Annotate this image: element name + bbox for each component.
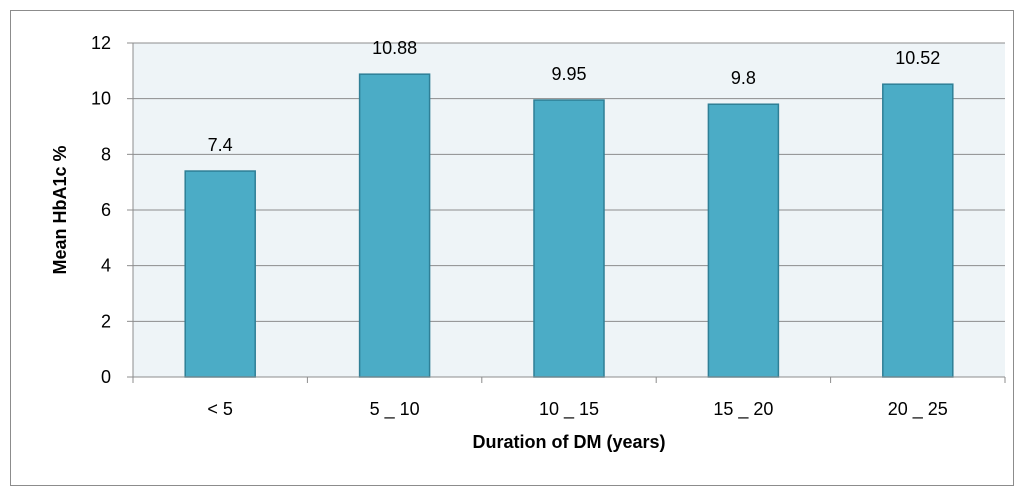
data-label: 10.52 [895, 48, 940, 68]
y-tick-label: 6 [101, 200, 111, 220]
y-tick-label: 8 [101, 144, 111, 164]
bar [882, 83, 954, 378]
bar [533, 99, 605, 378]
y-tick-label: 2 [101, 311, 111, 331]
y-tick-label: 12 [91, 33, 111, 53]
y-tick-label: 10 [91, 89, 111, 109]
y-tick-label: 0 [101, 367, 111, 387]
x-tick-label: 15 _ 20 [713, 399, 773, 420]
data-label: 9.95 [551, 64, 586, 84]
x-axis-title: Duration of DM (years) [472, 432, 665, 452]
x-tick-label: 20 _ 25 [888, 399, 948, 420]
axes [132, 43, 1006, 383]
data-label: 10.88 [372, 38, 417, 58]
data-label: 7.4 [208, 135, 233, 155]
data-labels: 7.4 10.88 9.95 9.8 10.52 [208, 38, 941, 155]
x-tick-label: 5 _ 10 [370, 399, 420, 420]
bars [184, 73, 954, 378]
data-label: 9.8 [731, 68, 756, 88]
y-axis-title: Mean HbA1c % [50, 145, 70, 274]
x-tick-label: 10 _ 15 [539, 399, 599, 420]
bar [358, 73, 431, 378]
y-tick-label: 4 [101, 256, 111, 276]
bar [184, 170, 256, 378]
bar [707, 103, 780, 378]
x-tick-labels: < 5 5 _ 10 10 _ 15 15 _ 20 20 _ 25 [207, 399, 947, 420]
x-tick-label: < 5 [207, 399, 233, 419]
y-tick-labels: 0 2 4 6 8 10 12 [91, 33, 111, 387]
